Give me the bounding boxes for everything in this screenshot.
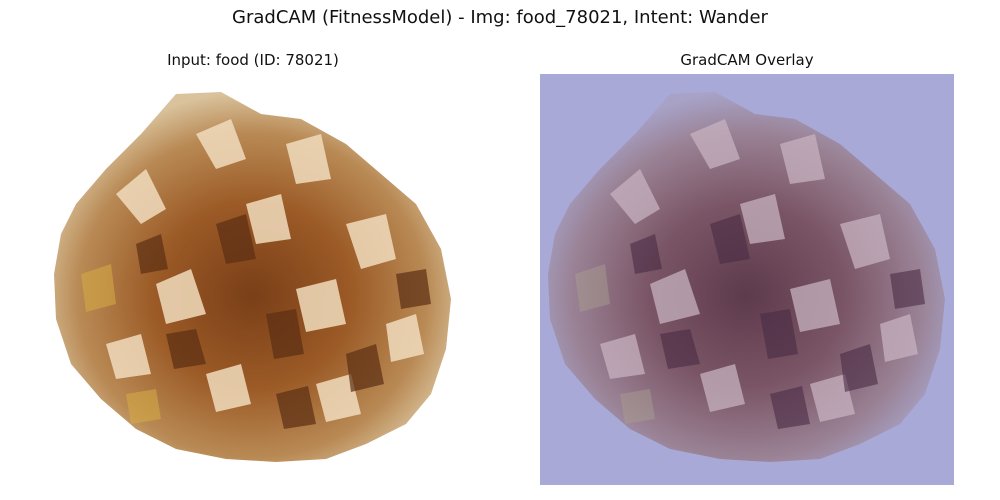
gradcam-overlay-image: [540, 74, 954, 485]
figure-title: GradCAM (FitnessModel) - Img: food_78021…: [232, 7, 768, 28]
overlay-food-shape: [548, 92, 945, 462]
input-panel-title: Input: food (ID: 78021): [167, 51, 339, 69]
food-shape: [54, 92, 451, 462]
input-image-panel: [46, 74, 460, 485]
gradcam-overlay-panel: [540, 74, 954, 485]
overlay-panel-title: GradCAM Overlay: [680, 51, 814, 69]
input-food-image: [54, 92, 451, 462]
